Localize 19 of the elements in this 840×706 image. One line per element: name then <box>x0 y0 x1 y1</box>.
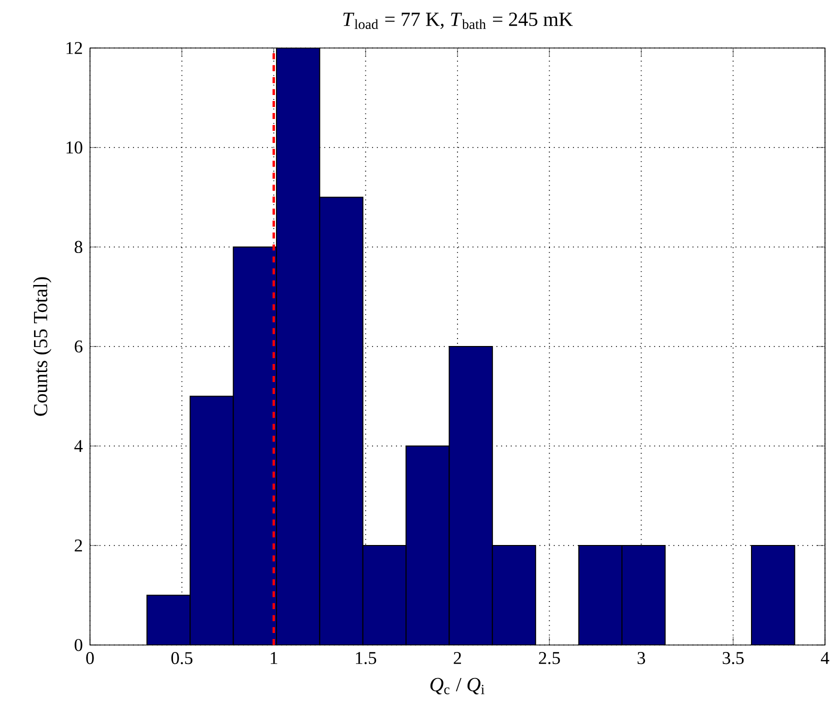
y-axis-title: Counts (55 Total) <box>33 277 52 416</box>
x-tick-label: 3 <box>638 652 646 664</box>
x-tick-label: 2.5 <box>538 652 560 664</box>
x-tick-label: 1 <box>270 652 278 664</box>
y-tick-label: 6 <box>74 340 82 353</box>
y-tick-label: 12 <box>66 42 82 54</box>
x-tick-label: 3.5 <box>722 652 744 664</box>
y-tick-label: 0 <box>74 638 82 652</box>
x-axis-title: Q$_{c}$ / Q$_{i}$ <box>430 678 484 694</box>
y-tick-label: 4 <box>74 440 83 452</box>
x-tick-label: 0.5 <box>171 652 192 664</box>
y-tick-label: 2 <box>74 540 82 552</box>
x-tick-label: 2 <box>454 652 461 664</box>
x-tick-label: 4 <box>820 652 830 664</box>
x-tick-label: 0 <box>86 652 94 664</box>
x-tick-label: 1.5 <box>356 652 376 664</box>
y-tick-label: 10 <box>66 141 82 154</box>
y-tick-label: 8 <box>74 240 82 254</box>
chart-title: T$_{load}$ = 77 K, T$_{bath}$ = 245 mK <box>343 12 573 29</box>
